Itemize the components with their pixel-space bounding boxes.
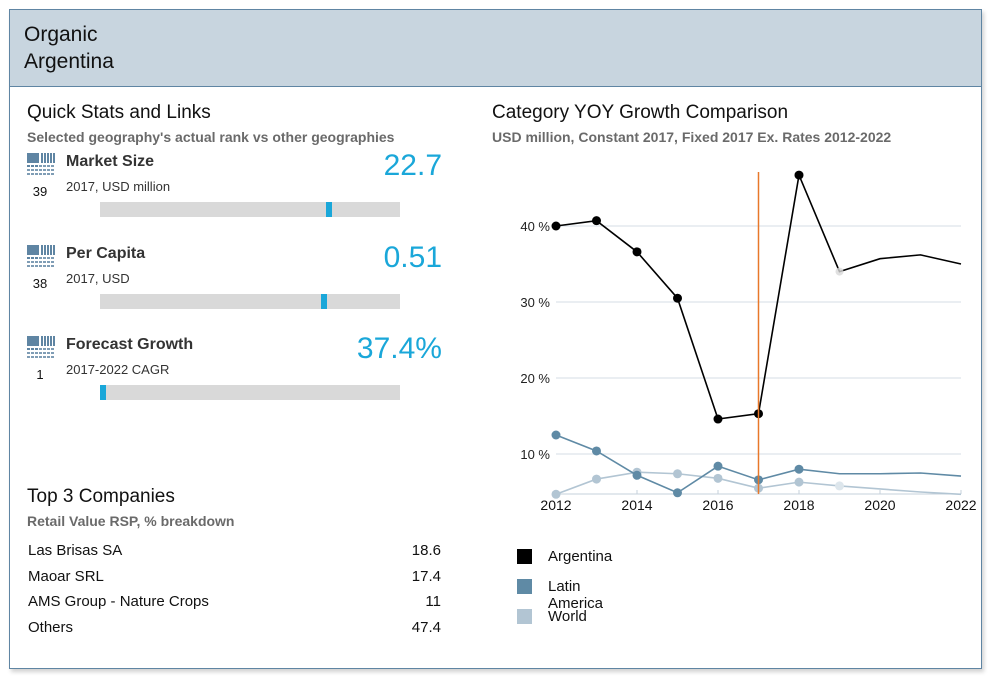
- data-point: [551, 430, 561, 440]
- stat-market-size[interactable]: 39 Market Size 2017, USD million 22.7: [26, 149, 442, 223]
- data-point: [551, 489, 561, 499]
- data-point: [592, 216, 601, 226]
- series-line-latin-america: [555, 434, 962, 494]
- company-row: Maoar SRL 17.4: [28, 568, 441, 590]
- data-point: [551, 221, 561, 231]
- company-share: 11: [425, 593, 441, 610]
- y-tick-label: 40 %: [520, 219, 550, 234]
- stat-label: Forecast Growth: [66, 336, 194, 353]
- x-tick-label: 2014: [621, 497, 652, 513]
- data-point: [673, 293, 682, 303]
- data-point: [754, 475, 763, 485]
- legend-swatch: [517, 609, 532, 624]
- x-tick-label: 2012: [540, 497, 571, 513]
- x-tick-label: 2018: [783, 497, 814, 513]
- x-tick-label: 2020: [864, 497, 895, 513]
- rank-number: 39: [32, 184, 48, 199]
- data-point: [673, 488, 682, 498]
- data-point: [632, 470, 642, 480]
- company-share: 18.6: [411, 542, 441, 559]
- data-point: [592, 474, 601, 484]
- grid-rank-icon: [27, 153, 55, 175]
- y-tick-label: 10 %: [520, 447, 550, 462]
- company-name: Maoar SRL: [28, 568, 104, 585]
- rank-marker: [326, 202, 333, 217]
- company-name: AMS Group - Nature Crops: [28, 593, 209, 610]
- dashboard-card: Organic Argentina Quick Stats and Links …: [9, 9, 982, 669]
- data-point: [673, 469, 682, 479]
- top-companies-title: Top 3 Companies: [27, 486, 175, 507]
- data-point: [835, 267, 844, 276]
- data-point: [754, 409, 763, 419]
- geography-title: Argentina: [24, 50, 114, 73]
- stat-sublabel: 2017, USD million: [66, 179, 171, 194]
- legend-swatch: [517, 579, 532, 594]
- stat-value: 22.7: [383, 149, 442, 182]
- series-line-world: [555, 471, 962, 496]
- grid-rank-icon: [27, 336, 55, 358]
- x-tick-label: 2016: [702, 497, 733, 513]
- stat-value: 37.4%: [356, 332, 442, 365]
- y-tick-label: 30 %: [520, 295, 550, 310]
- stat-value: 0.51: [383, 241, 442, 274]
- company-row: AMS Group - Nature Crops 11: [28, 593, 441, 615]
- category-title: Organic: [24, 23, 98, 46]
- company-name: Others: [28, 619, 74, 636]
- data-point: [754, 483, 763, 493]
- company-share: 47.4: [411, 619, 441, 636]
- company-row: Las Brisas SA 18.6: [28, 542, 441, 564]
- data-point: [794, 477, 804, 487]
- series-line-argentina: [555, 172, 962, 420]
- stat-label: Market Size: [66, 153, 155, 170]
- data-point: [592, 446, 601, 456]
- legend-label: World: [548, 608, 587, 625]
- stat-forecast-growth[interactable]: 1 Forecast Growth 2017-2022 CAGR 37.4%: [26, 332, 442, 406]
- stat-per-capita[interactable]: 38 Per Capita 2017, USD 0.51: [26, 241, 442, 315]
- chart-subtitle: USD million, Constant 2017, Fixed 2017 E…: [492, 129, 892, 145]
- data-point: [794, 170, 804, 180]
- stat-label: Per Capita: [66, 245, 146, 262]
- chart-title: Category YOY Growth Comparison: [492, 102, 789, 123]
- legend-swatch: [517, 549, 532, 564]
- grid-rank-icon: [27, 245, 55, 267]
- x-tick-label: 2022: [945, 497, 976, 513]
- quick-stats-subtitle: Selected geography's actual rank vs othe…: [27, 129, 395, 145]
- data-point: [835, 481, 844, 491]
- data-point: [713, 414, 723, 424]
- rank-number: 38: [32, 276, 48, 291]
- rank-bar: [100, 385, 400, 400]
- stat-sublabel: 2017-2022 CAGR: [66, 362, 170, 377]
- rank-number: 1: [36, 367, 44, 382]
- stat-sublabel: 2017, USD: [66, 271, 130, 286]
- legend-label: Argentina: [548, 548, 613, 565]
- rank-marker: [320, 294, 327, 309]
- data-point: [632, 467, 642, 477]
- company-share: 17.4: [411, 568, 441, 585]
- quick-stats-title: Quick Stats and Links: [27, 102, 211, 123]
- data-point: [632, 247, 642, 257]
- legend-label: Latin America: [548, 578, 604, 612]
- company-row: Others 47.4: [28, 619, 441, 641]
- y-tick-label: 20 %: [520, 371, 550, 386]
- company-name: Las Brisas SA: [28, 542, 123, 559]
- rank-bar: [100, 202, 400, 217]
- data-point: [713, 461, 723, 471]
- rank-bar: [100, 294, 400, 309]
- rank-marker: [100, 385, 106, 400]
- data-point: [794, 464, 804, 474]
- top-companies-subtitle: Retail Value RSP, % breakdown: [27, 513, 235, 529]
- page-header: Organic Argentina: [10, 10, 981, 87]
- data-point: [713, 473, 723, 483]
